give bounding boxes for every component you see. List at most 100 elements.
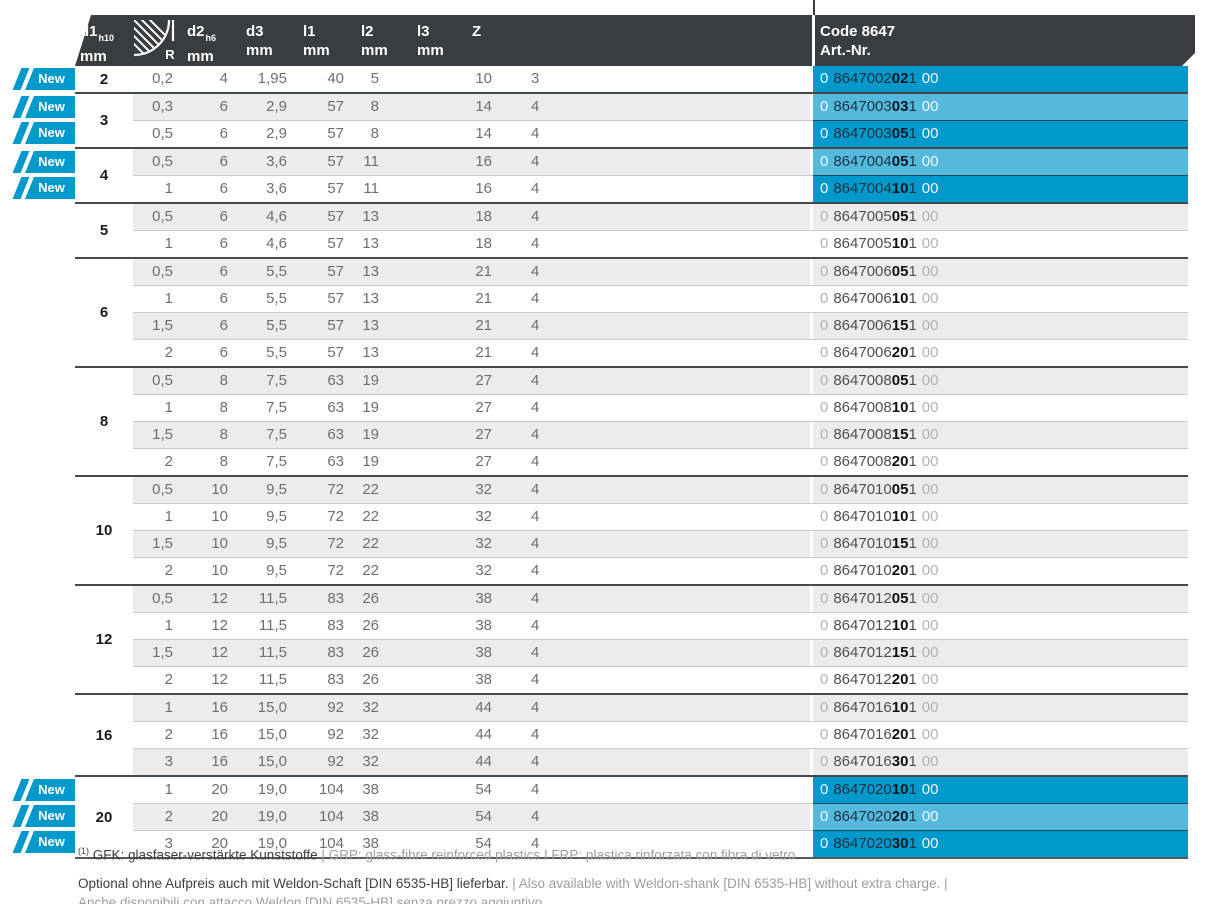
group-rows: 1 16 15,0 92 32 44 4 0 8647016101 00 2 16 … [133, 695, 1188, 775]
column-header-code: Code 8647 Art.-Nr. [820, 22, 895, 60]
d2-cell: 20 [211, 808, 228, 825]
art-number-cell: 0 8647012051 00 [810, 586, 1188, 612]
l1-cell: 40 [327, 70, 344, 87]
art-body: 8647016 [833, 726, 892, 743]
art-number-cell: 0 8647016101 00 [810, 695, 1188, 721]
r-cell: 2 [164, 726, 173, 743]
art-suffix: 00 [921, 180, 939, 197]
l2-cell: 13 [362, 344, 379, 361]
column-header-l1: l1 mm [303, 22, 330, 60]
art-tail: 1 [908, 208, 917, 225]
d2-cell: 12 [211, 644, 228, 661]
d3-cell: 1,95 [257, 70, 287, 87]
art-body: 8647005 [833, 235, 892, 252]
column-unit: mm [80, 48, 107, 65]
group-rows: 0,5 6 5,5 57 13 21 4 0 8647006051 00 1 6 5… [133, 259, 1188, 366]
r-cell: 0,5 [152, 481, 173, 498]
z-cell: 4 [531, 644, 540, 661]
art-tail: 1 [908, 263, 917, 280]
spacer-cell [560, 259, 810, 285]
z-cell: 4 [531, 753, 540, 770]
new-badge: New [12, 831, 75, 853]
art-tail: 1 [908, 290, 917, 307]
table-row: 1,5 8 7,5 63 19 27 4 0 8647008151 00 [133, 421, 1188, 448]
art-prefix: 0 [820, 70, 829, 87]
column-label: d2 [187, 23, 205, 40]
art-highlight: 02 [891, 70, 909, 87]
art-prefix: 0 [820, 481, 829, 498]
size-group: 16 1 16 15,0 92 32 44 4 0 8647016101 00 2 … [75, 693, 1188, 775]
l1-cell: 83 [327, 644, 344, 661]
new-badge: New [12, 177, 75, 199]
art-tail: 1 [908, 508, 917, 525]
art-number-cell: 0 8647005101 00 [810, 231, 1188, 257]
d1-cell: 20 [75, 777, 133, 857]
spacer-cell [560, 804, 810, 830]
art-prefix: 0 [820, 508, 829, 525]
l2-cell: 5 [370, 70, 379, 87]
art-suffix: 00 [921, 98, 939, 115]
table-row: 1,5 6 5,5 57 13 21 4 0 8647006151 00 [133, 312, 1188, 339]
z-cell: 4 [531, 180, 540, 197]
art-body: 8647012 [833, 590, 892, 607]
code-subtitle: Art.-Nr. [820, 42, 871, 59]
art-tail: 1 [908, 426, 917, 443]
art-prefix: 0 [820, 208, 829, 225]
art-suffix: 00 [921, 290, 939, 307]
radius-icon: R [133, 19, 179, 61]
table-row: 1,5 10 9,5 72 22 32 4 0 8647010151 00 [133, 530, 1188, 557]
l3-cell: 38 [475, 671, 492, 688]
art-suffix: 00 [921, 453, 939, 470]
footnote-weldon-italian: Anche disponibili con attacco Weldon [DI… [78, 894, 547, 904]
art-tail: 1 [908, 726, 917, 743]
l3-cell: 54 [475, 781, 492, 798]
table-row: 1 10 9,5 72 22 32 4 0 8647010101 00 [133, 503, 1188, 530]
spacer-cell [560, 121, 810, 147]
art-number-cell: 0 8647006101 00 [810, 286, 1188, 312]
d3-cell: 4,6 [266, 208, 287, 225]
radius-letter: R [165, 47, 175, 61]
r-cell: 0,5 [152, 208, 173, 225]
art-highlight: 20 [891, 726, 909, 743]
table-row: 3 20 19,0 104 38 54 4 0 8647020301 00 [133, 830, 1188, 857]
r-cell: 0,2 [152, 70, 173, 87]
group-rows: 0,5 12 11,5 83 26 38 4 0 8647012051 00 1 1… [133, 586, 1188, 693]
art-body: 8647008 [833, 372, 892, 389]
art-prefix: 0 [820, 699, 829, 716]
l1-cell: 57 [327, 180, 344, 197]
d3-cell: 11,5 [258, 590, 287, 607]
art-body: 8647005 [833, 208, 892, 225]
column-tolerance: h6 [205, 33, 217, 43]
art-prefix: 0 [820, 535, 829, 552]
l2-cell: 26 [362, 617, 379, 634]
r-cell: 2 [164, 671, 173, 688]
footnote-marker: (1) [78, 846, 89, 856]
art-highlight: 20 [891, 671, 909, 688]
r-cell: 0,5 [152, 590, 173, 607]
d2-cell: 4 [219, 70, 228, 87]
column-header-d3: d3 mm [246, 22, 273, 60]
z-cell: 4 [531, 481, 540, 498]
art-highlight: 05 [891, 208, 909, 225]
l1-cell: 57 [327, 98, 344, 115]
z-cell: 4 [531, 263, 540, 280]
d2-cell: 6 [219, 153, 228, 170]
l3-cell: 44 [475, 726, 492, 743]
d3-cell: 15,0 [257, 726, 287, 743]
art-prefix: 0 [820, 372, 829, 389]
l2-cell: 22 [362, 535, 379, 552]
table-row: 1 6 5,5 57 13 21 4 0 8647006101 00 [133, 285, 1188, 312]
art-body: 8647008 [833, 453, 892, 470]
art-number-cell: 0 8647004101 00 [810, 175, 1188, 202]
d2-cell: 8 [219, 372, 228, 389]
r-cell: 1 [164, 180, 173, 197]
spacer-cell [560, 722, 810, 748]
art-highlight: 20 [891, 453, 909, 470]
d2-cell: 16 [211, 699, 228, 716]
art-prefix: 0 [820, 753, 829, 770]
art-highlight: 15 [891, 317, 909, 334]
art-body: 8647003 [833, 98, 892, 115]
d3-cell: 3,6 [266, 153, 287, 170]
new-badge-label: New [25, 805, 75, 827]
